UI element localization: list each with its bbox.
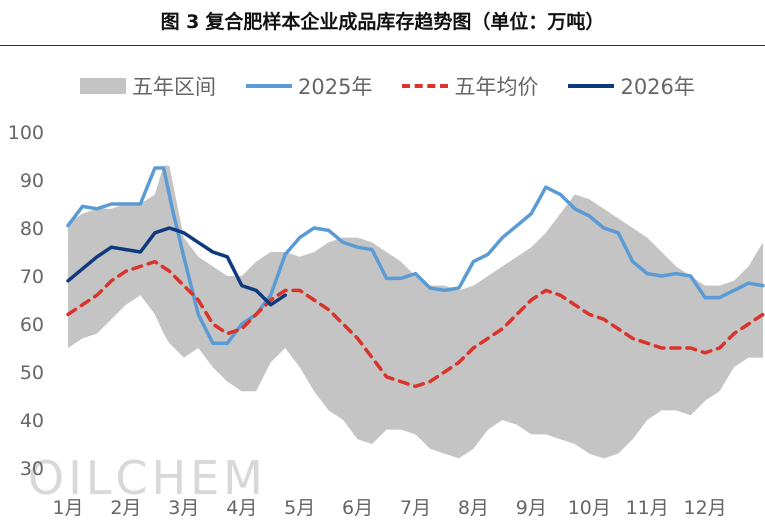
x-tick-label: 12月 <box>684 497 727 519</box>
x-tick-label: 1月 <box>52 497 83 519</box>
x-tick-label: 3月 <box>168 497 199 519</box>
series-line-2026 <box>66 226 287 307</box>
x-tick-label: 6月 <box>342 497 373 519</box>
y-tick-label: 40 <box>20 410 44 432</box>
legend-item-band: 五年区间 <box>80 71 216 101</box>
watermark-text: OILCHEM <box>28 451 267 505</box>
series-line-2025 <box>66 166 765 345</box>
figure-number: 图 3 <box>160 11 200 33</box>
x-tick-label: 2月 <box>110 497 141 519</box>
y-tick-label: 50 <box>20 362 44 384</box>
x-tick-label: 4月 <box>226 497 257 519</box>
legend-swatch-2025 <box>246 84 292 88</box>
x-tick-label: 10月 <box>568 497 611 519</box>
y-tick-label: 30 <box>20 458 44 480</box>
y-tick-label: 70 <box>20 266 44 288</box>
legend-item-2025: 2025年 <box>246 71 372 101</box>
legend-label-band: 五年区间 <box>132 75 216 99</box>
x-tick-label: 11月 <box>626 497 669 519</box>
legend-item-2026: 2026年 <box>568 71 695 101</box>
legend-swatch-2026 <box>568 84 615 88</box>
x-tick-label: 5月 <box>284 497 315 519</box>
figure-title: 复合肥样本企业成品库存趋势图（单位：万吨） <box>205 11 605 33</box>
series-line-five-year-average <box>66 259 765 389</box>
chart-legend: 五年区间 2025年 五年均价 2026年 <box>80 72 725 100</box>
figure-title-bar: 图 3 复合肥样本企业成品库存趋势图（单位：万吨） <box>0 0 765 46</box>
legend-item-average: 五年均价 <box>402 71 538 101</box>
legend-label-2026: 2026年 <box>620 75 695 99</box>
y-tick-label: 60 <box>20 314 44 336</box>
legend-label-average: 五年均价 <box>454 75 539 99</box>
x-tick-label: 8月 <box>458 497 489 519</box>
legend-swatch-band <box>80 78 126 94</box>
y-tick-label: 80 <box>20 218 44 240</box>
legend-swatch-average <box>402 84 449 88</box>
legend-label-2025: 2025年 <box>298 75 373 99</box>
y-tick-label: 90 <box>20 170 44 192</box>
band-five-year-range <box>68 165 763 459</box>
x-tick-label: 9月 <box>516 497 547 519</box>
y-tick-label: 100 <box>8 122 44 144</box>
x-tick-label: 7月 <box>400 497 431 519</box>
